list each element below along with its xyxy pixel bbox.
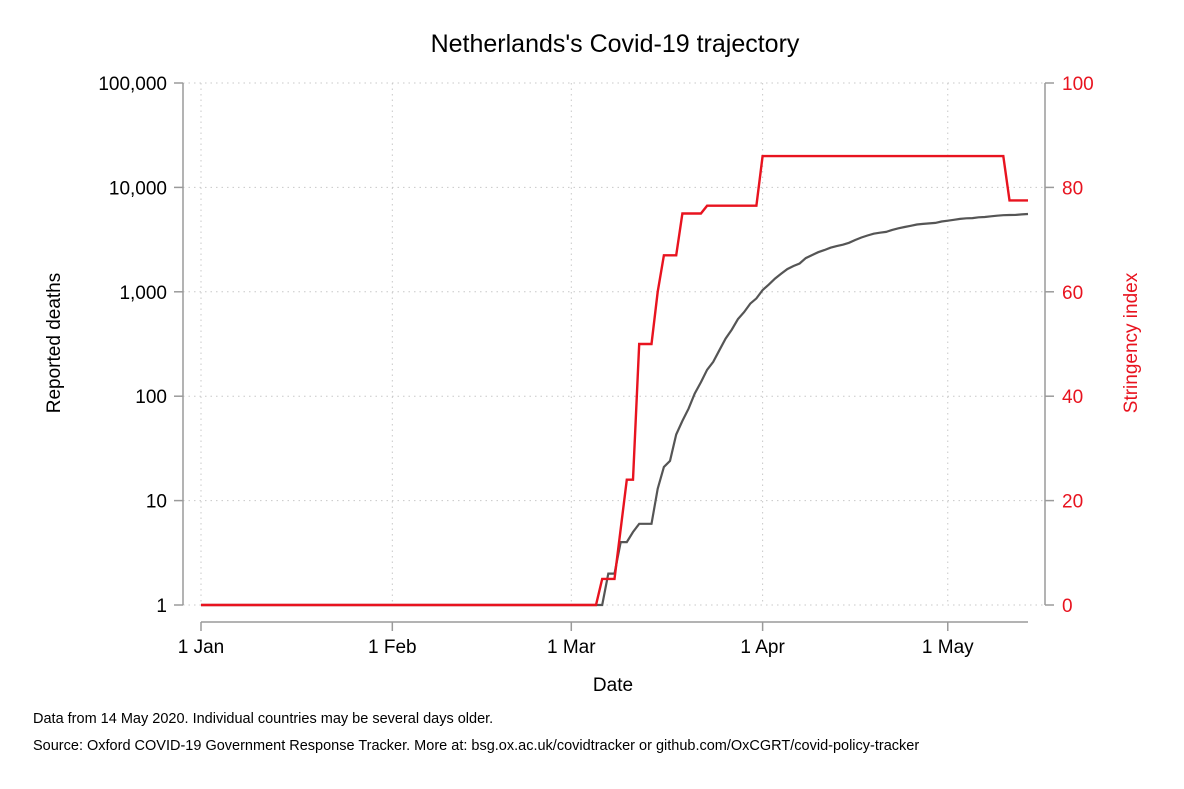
left-tick-label: 100,000: [98, 74, 167, 95]
stringency-line: [201, 154, 1028, 607]
source-note: Source: Oxford COVID-19 Government Respo…: [33, 738, 920, 754]
right-axis-ticks: 0 20 40 60 80 100: [1045, 74, 1094, 617]
right-tick-label: 60: [1062, 283, 1083, 304]
left-tick-label: 100: [135, 387, 167, 408]
grid-lines: [183, 82, 1045, 606]
series-lines: [201, 154, 1029, 607]
left-tick-label: 10: [146, 492, 167, 513]
x-tick-label: 1 Feb: [368, 637, 417, 658]
right-tick-label: 40: [1062, 387, 1083, 408]
x-tick-label: 1 Jan: [178, 637, 224, 658]
left-tick-label: 1,000: [119, 283, 167, 304]
left-tick-label: 1: [156, 596, 167, 617]
deaths-line: [201, 212, 1029, 607]
x-tick-label: 1 Apr: [740, 637, 785, 658]
data-note: Data from 14 May 2020. Individual countr…: [33, 711, 494, 727]
right-tick-label: 100: [1062, 74, 1094, 95]
x-axis-label: Date: [593, 675, 633, 696]
x-tick-label: 1 Mar: [547, 637, 596, 658]
axes: [182, 83, 1046, 623]
left-tick-label: 10,000: [109, 178, 167, 199]
left-axis-ticks: 1 10 100 1,000 10,000 100,000: [98, 74, 183, 617]
x-tick-label: 1 May: [922, 637, 974, 658]
right-tick-label: 80: [1062, 178, 1083, 199]
y-axis-label-right: Stringency index: [1121, 272, 1142, 413]
right-tick-label: 0: [1062, 596, 1073, 617]
right-tick-label: 20: [1062, 492, 1083, 513]
chart-title: Netherlands's Covid-19 trajectory: [430, 30, 800, 58]
trajectory-chart: 1 10 100 1,000 10,000 100,000 0 20 40 60 80 100 1 …: [44, 74, 1142, 696]
y-axis-label-left: Reported deaths: [44, 273, 65, 414]
x-axis-ticks: 1 Jan 1 Feb 1 Mar 1 Apr 1 May: [178, 622, 974, 658]
